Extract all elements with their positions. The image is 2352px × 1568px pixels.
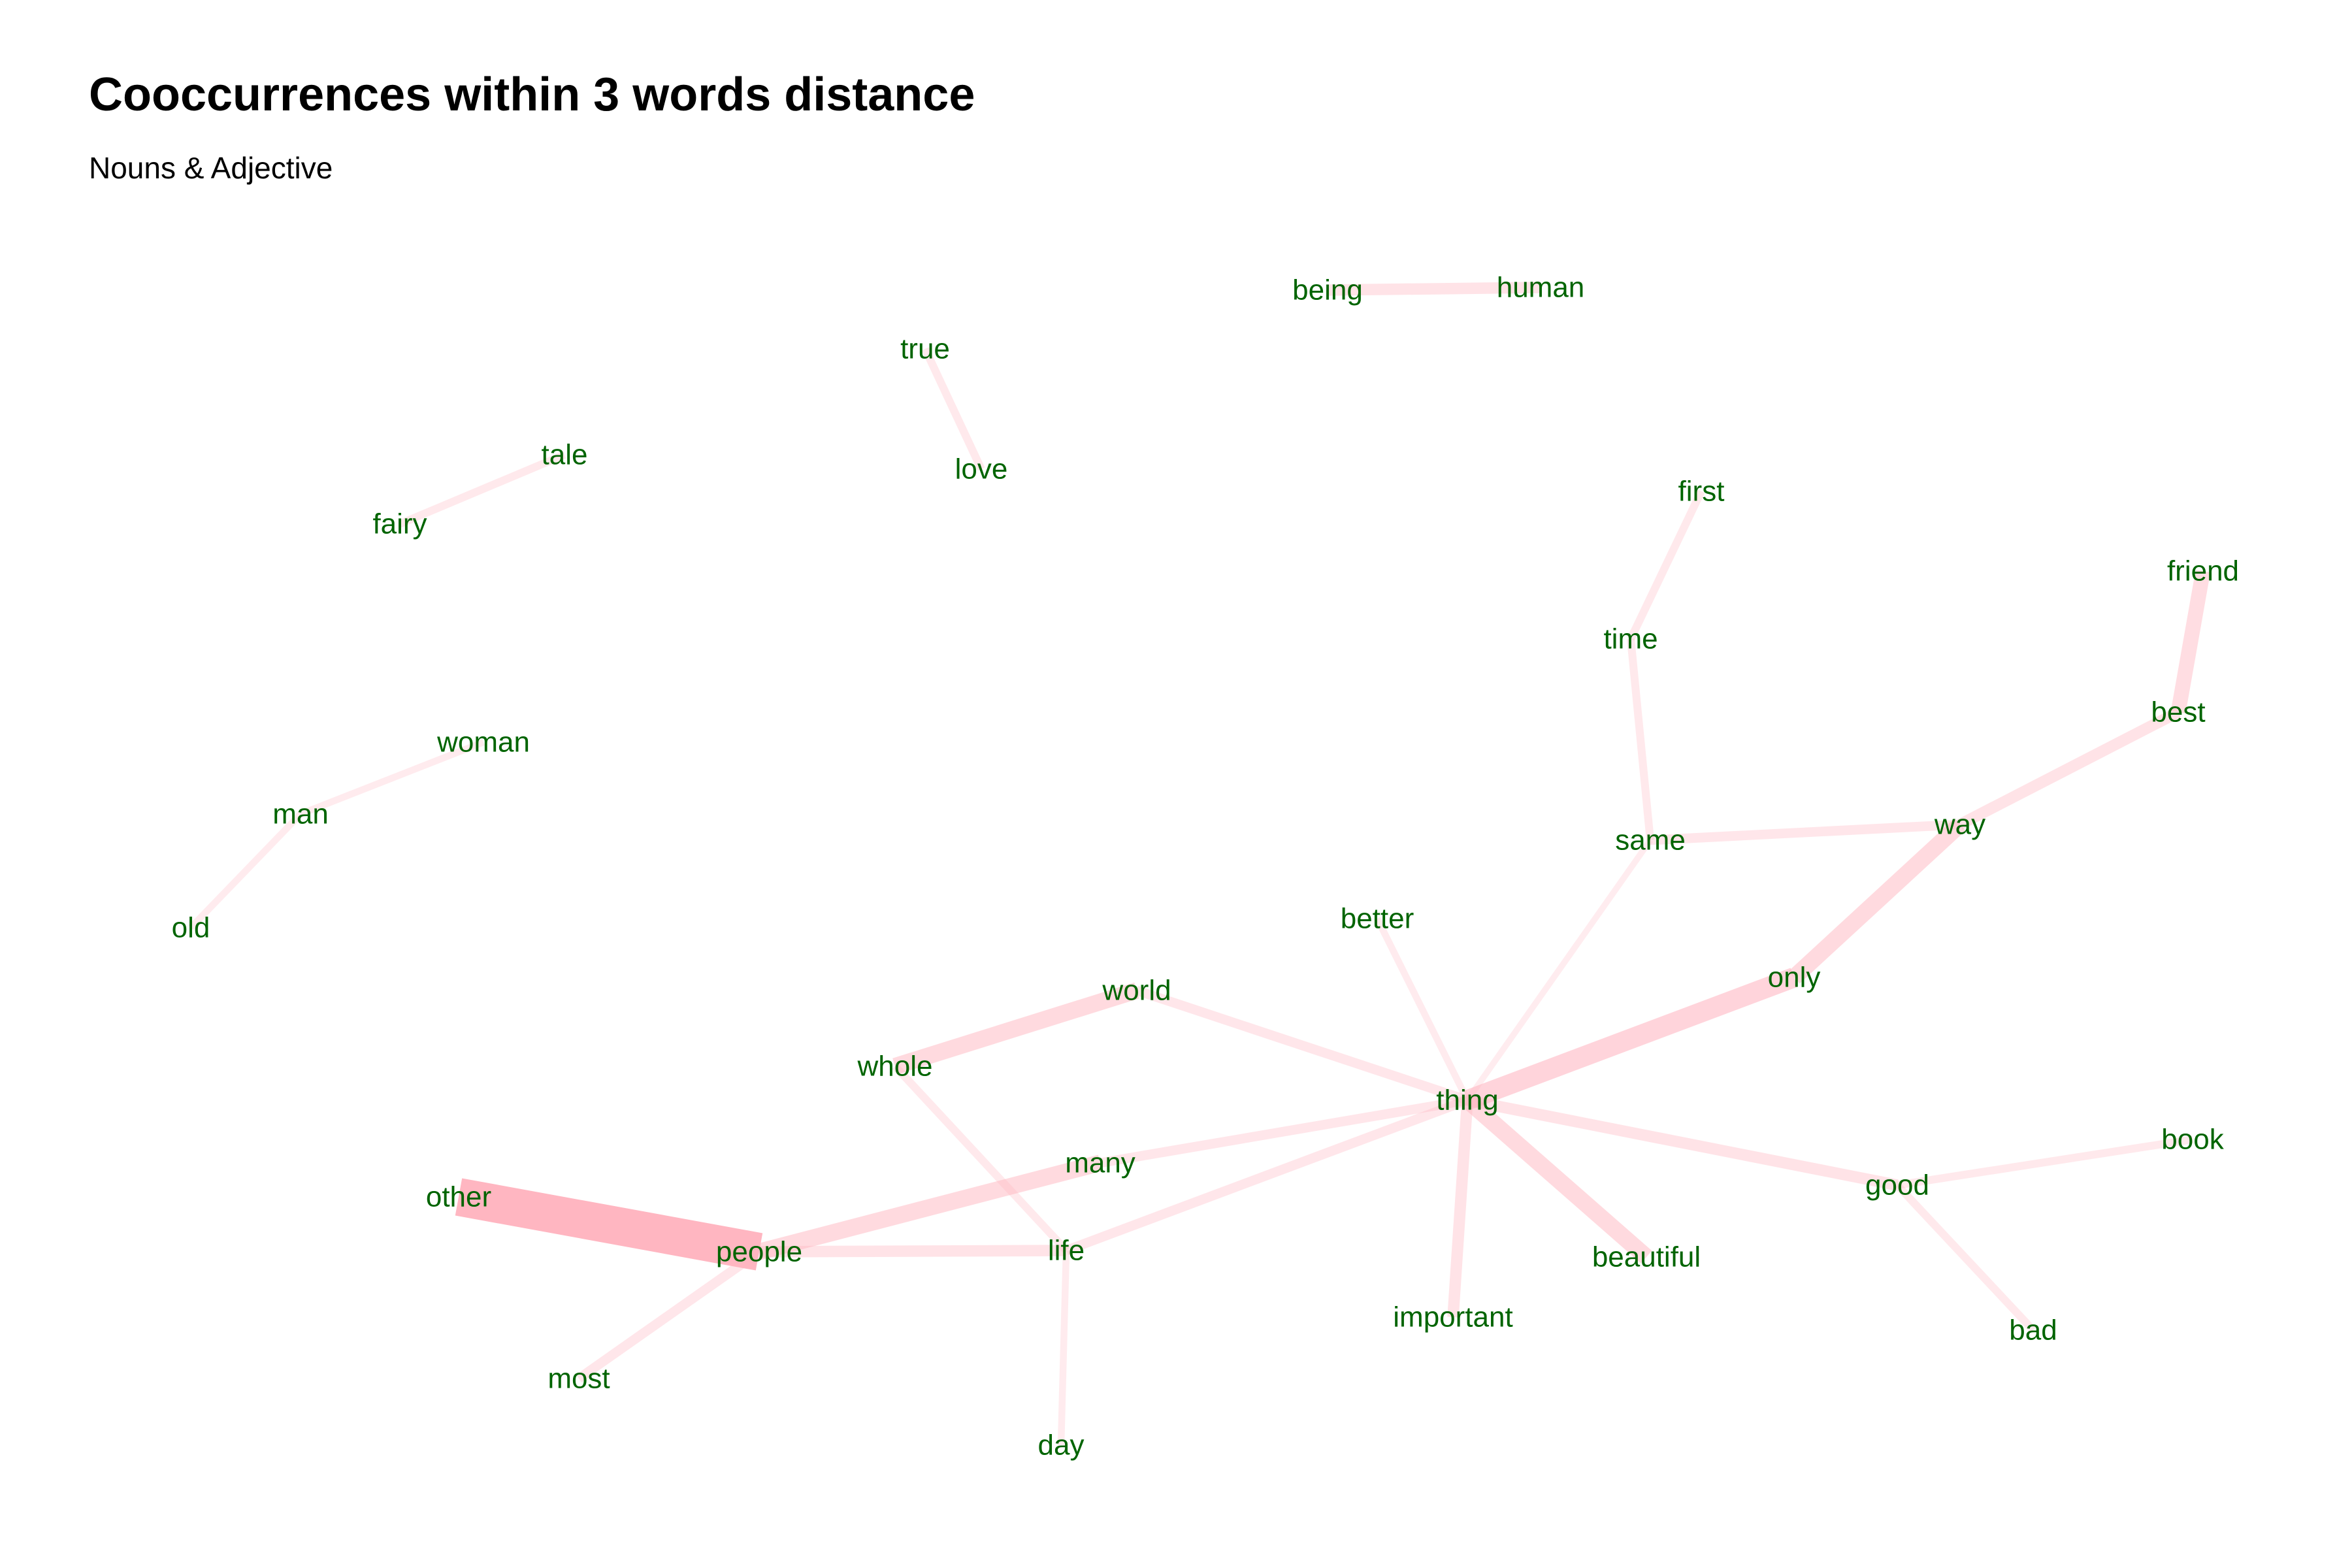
node-label-human: human: [1497, 272, 1585, 304]
edge-good-book: [1897, 1135, 2193, 1189]
node-label-good: good: [1865, 1169, 1929, 1201]
edge-best-friend: [2170, 570, 2211, 713]
edge-other-people: [455, 1178, 763, 1271]
node-label-friend: friend: [2167, 555, 2239, 587]
edge-thing-important: [1447, 1100, 1473, 1318]
edge-being-human: [1327, 282, 1541, 296]
node-label-other: other: [426, 1181, 491, 1213]
node-label-tale: tale: [542, 439, 588, 471]
node-label-day: day: [1038, 1429, 1085, 1462]
edge-good-bad: [1894, 1182, 2036, 1333]
chart-title: Cooccurrences within 3 words distance: [89, 69, 975, 121]
edge-fairy-tale: [398, 451, 566, 528]
node-label-many: many: [1065, 1147, 1135, 1179]
edge-thing-many: [1099, 1095, 1469, 1168]
edge-way-best: [1957, 707, 2181, 830]
chart-subtitle: Nouns & Adjective: [89, 151, 333, 185]
node-label-important: important: [1393, 1301, 1512, 1333]
node-label-whole: whole: [857, 1051, 933, 1083]
node-label-better: better: [1341, 903, 1414, 935]
node-label-world: world: [1102, 975, 1171, 1007]
node-label-first: first: [1678, 476, 1725, 508]
edge-thing-same: [1465, 838, 1653, 1102]
edge-thing-only: [1463, 968, 1798, 1110]
edge-thing-life: [1064, 1096, 1469, 1255]
edge-man-old: [188, 811, 303, 930]
edges-layer: [188, 282, 2211, 1446]
node-label-only: only: [1768, 962, 1821, 994]
edge-time-same: [1626, 638, 1655, 841]
node-label-people: people: [716, 1236, 802, 1268]
node-label-book: book: [2161, 1124, 2224, 1156]
node-label-old: old: [172, 912, 210, 944]
edge-thing-better: [1374, 917, 1471, 1102]
node-label-woman: woman: [436, 727, 530, 759]
edge-man-woman: [299, 739, 485, 817]
edge-people-many: [757, 1154, 1103, 1260]
node-label-thing: thing: [1436, 1085, 1498, 1117]
node-label-love: love: [955, 453, 1008, 485]
node-label-bad: bad: [2009, 1315, 2057, 1347]
node-label-man: man: [272, 798, 329, 830]
node-label-true: true: [900, 333, 950, 365]
node-label-same: same: [1615, 825, 1686, 857]
node-label-way: way: [1934, 809, 1985, 841]
edge-people-most: [576, 1247, 762, 1383]
edge-whole-world: [892, 982, 1139, 1075]
edge-whole-life: [892, 1063, 1070, 1254]
edge-thing-world: [1135, 985, 1469, 1105]
edge-only-way: [1788, 818, 1966, 984]
edge-true-love: [921, 347, 985, 471]
node-label-most: most: [547, 1363, 610, 1395]
edge-thing-good: [1466, 1094, 1899, 1191]
edge-people-life: [759, 1245, 1067, 1258]
edge-same-way: [1650, 819, 1961, 845]
node-label-fairy: fairy: [372, 508, 427, 540]
node-label-best: best: [2151, 696, 2205, 728]
edge-thing-beautiful: [1462, 1094, 1652, 1264]
node-label-being: being: [1292, 274, 1363, 306]
edge-time-first: [1627, 489, 1705, 641]
node-label-beautiful: beautiful: [1592, 1241, 1701, 1273]
node-label-time: time: [1603, 623, 1658, 655]
edge-life-day: [1057, 1250, 1070, 1446]
nodes-layer: being human true love tale fairy first friend ti…: [172, 272, 2239, 1462]
node-label-life: life: [1048, 1235, 1085, 1267]
